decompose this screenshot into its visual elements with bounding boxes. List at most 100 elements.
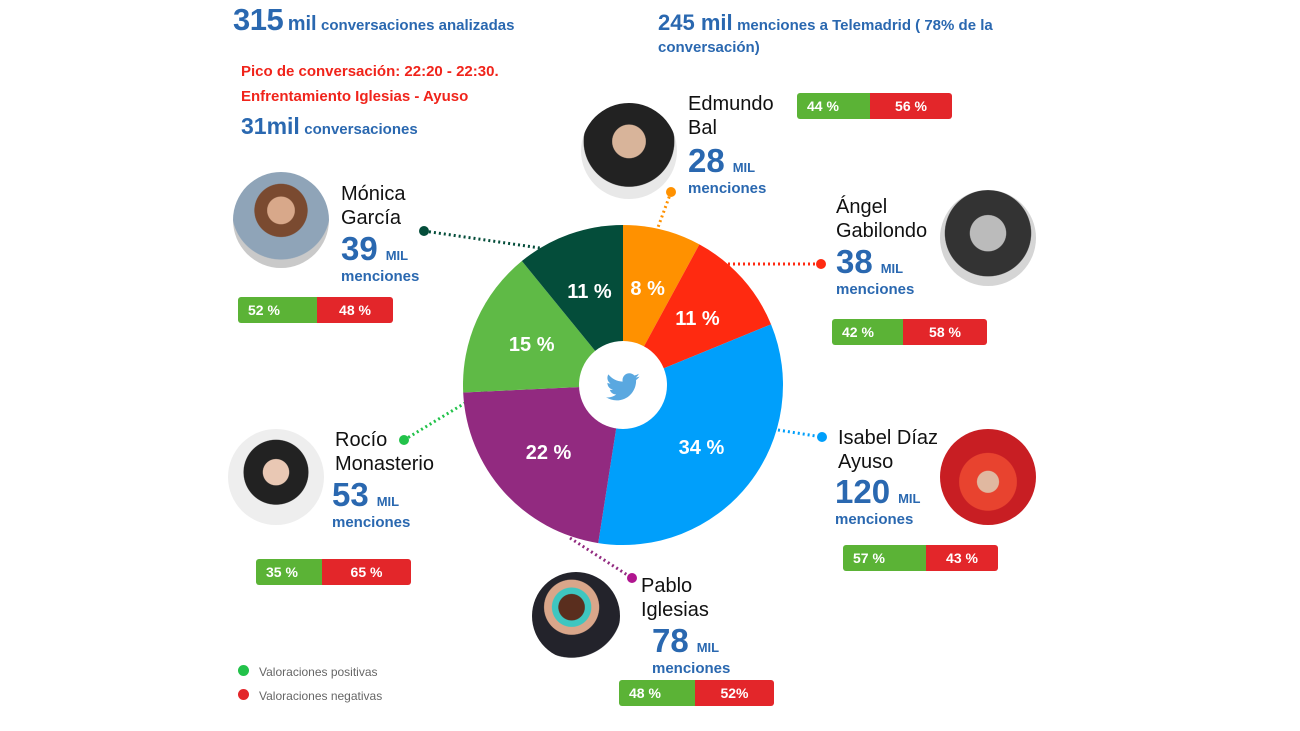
dot-iglesias xyxy=(627,573,637,583)
sentiment-bar-ayuso: 57 % 43 % xyxy=(843,545,998,571)
peak-time: Pico de conversación: 22:20 - 22:30. xyxy=(241,63,499,80)
connector-garcia xyxy=(423,229,541,250)
mentions-number: 28 xyxy=(688,142,725,179)
photo-garcia xyxy=(233,172,329,268)
first-name: Edmundo xyxy=(688,93,774,115)
legend-negative: Valoraciones negativas xyxy=(238,689,382,703)
negative-share: 48 % xyxy=(317,297,393,323)
mil-unit: MIL xyxy=(880,261,904,276)
total-conversations: 315 mil conversaciones analizadas xyxy=(233,2,514,38)
pie-slice xyxy=(463,385,623,544)
mentions-number: 38 xyxy=(836,243,873,280)
sentiment-bar-gabilondo: 42 % 58 % xyxy=(832,319,987,345)
mentions-monasterio: 53 MIL menciones xyxy=(332,476,410,531)
photo-ayuso xyxy=(940,429,1036,525)
photo-monasterio xyxy=(228,429,324,525)
menciones-label: menciones xyxy=(652,660,731,677)
name-bal: Edmundo Bal xyxy=(688,92,774,140)
negative-dot-icon xyxy=(238,689,249,700)
legend-positive: Valoraciones positivas xyxy=(238,665,378,679)
name-iglesias: Pablo Iglesias xyxy=(641,574,709,622)
negative-share: 58 % xyxy=(903,319,987,345)
negative-share: 43 % xyxy=(926,545,998,571)
photo-iglesias xyxy=(532,572,620,660)
menciones-label: menciones xyxy=(835,511,914,528)
menciones-label: menciones xyxy=(836,281,915,298)
first-name: Isabel Díaz xyxy=(838,427,939,449)
twitter-bird-icon xyxy=(606,373,640,401)
name-monasterio: Rocío Monasterio xyxy=(335,428,434,476)
total-label: conversaciones analizadas xyxy=(321,17,515,34)
pie-slice-label: 8 % xyxy=(630,278,665,300)
menciones-label: menciones xyxy=(332,514,411,531)
mil-unit: MIL xyxy=(732,160,756,175)
mentions-iglesias: 78 MIL menciones xyxy=(652,622,730,677)
mentions-garcia: 39 MIL menciones xyxy=(341,230,419,285)
negative-share: 65 % xyxy=(322,559,411,585)
sentiment-bar-garcia: 52 % 48 % xyxy=(238,297,393,323)
pie-slice xyxy=(623,225,700,385)
mil-unit: MIL xyxy=(385,248,409,263)
positive-share: 44 % xyxy=(797,93,870,119)
positive-share: 52 % xyxy=(238,297,317,323)
positive-share: 35 % xyxy=(256,559,322,585)
mentions-number: 120 xyxy=(835,473,891,510)
dot-garcia xyxy=(419,226,429,236)
mil-unit: MIL xyxy=(376,494,400,509)
mil-unit: MIL xyxy=(898,491,921,506)
menciones-label: menciones xyxy=(688,180,767,197)
connector-ayuso xyxy=(777,428,823,439)
menciones-label: menciones xyxy=(341,268,420,285)
legend-positive-label: Valoraciones positivas xyxy=(259,665,378,679)
dot-bal xyxy=(666,187,676,197)
first-name: Rocío xyxy=(335,429,388,451)
positive-dot-icon xyxy=(238,665,249,676)
pie-slice-label: 15 % xyxy=(509,334,555,356)
negative-share: 56 % xyxy=(870,93,952,119)
last-name: Monasterio xyxy=(335,453,434,475)
connector-iglesias xyxy=(569,536,633,580)
pie-slice xyxy=(623,244,772,385)
positive-share: 48 % xyxy=(619,680,695,706)
mentions-number: 53 xyxy=(332,476,369,513)
peak-number: 31mil xyxy=(241,113,300,139)
peak-label: conversaciones xyxy=(304,121,418,138)
dot-monasterio xyxy=(399,435,409,445)
peak-topic: Enfrentamiento Iglesias - Ayuso xyxy=(241,88,469,105)
telemadrid-mentions: 245 mil menciones a Telemadrid ( 78% de … xyxy=(658,12,1028,59)
positive-share: 42 % xyxy=(832,319,903,345)
mentions-ayuso: 120 MIL menciones xyxy=(835,473,920,528)
name-gabilondo: Ángel Gabilondo xyxy=(836,195,927,243)
pie-slice-label: 11 % xyxy=(675,308,720,330)
legend-negative-label: Valoraciones negativas xyxy=(259,689,383,703)
total-unit: mil xyxy=(287,13,317,35)
first-name: Mónica xyxy=(341,183,406,205)
first-name: Pablo xyxy=(641,575,693,597)
dot-ayuso xyxy=(817,432,827,442)
negative-share: 52% xyxy=(695,680,774,706)
dot-gabilondo xyxy=(816,259,826,269)
last-name: Gabilondo xyxy=(836,220,928,242)
total-number: 315 xyxy=(233,2,284,37)
mentions-gabilondo: 38 MIL menciones xyxy=(836,243,914,298)
last-name: Bal xyxy=(688,117,717,139)
name-ayuso: Isabel Díaz Ayuso xyxy=(838,426,938,474)
name-garcia: Mónica García xyxy=(341,182,405,230)
mentions-bal: 28 MIL menciones xyxy=(688,142,766,197)
positive-share: 57 % xyxy=(843,545,926,571)
mentions-number: 39 xyxy=(341,230,378,267)
pie-slice-label: 11 % xyxy=(567,281,612,303)
pie-slice xyxy=(521,225,623,385)
telemadrid-number: 245 mil xyxy=(658,10,733,35)
last-name: Ayuso xyxy=(838,451,894,473)
last-name: García xyxy=(341,207,402,229)
pie-slice-label: 22 % xyxy=(526,442,572,464)
overall-sentiment-bar: 44 % 56 % xyxy=(797,93,952,119)
peak-conversations: 31mil conversaciones xyxy=(241,113,418,140)
photo-gabilondo xyxy=(940,190,1036,286)
last-name: Iglesias xyxy=(641,599,709,621)
pie-slice-label: 34 % xyxy=(679,437,725,459)
mentions-number: 78 xyxy=(652,622,689,659)
